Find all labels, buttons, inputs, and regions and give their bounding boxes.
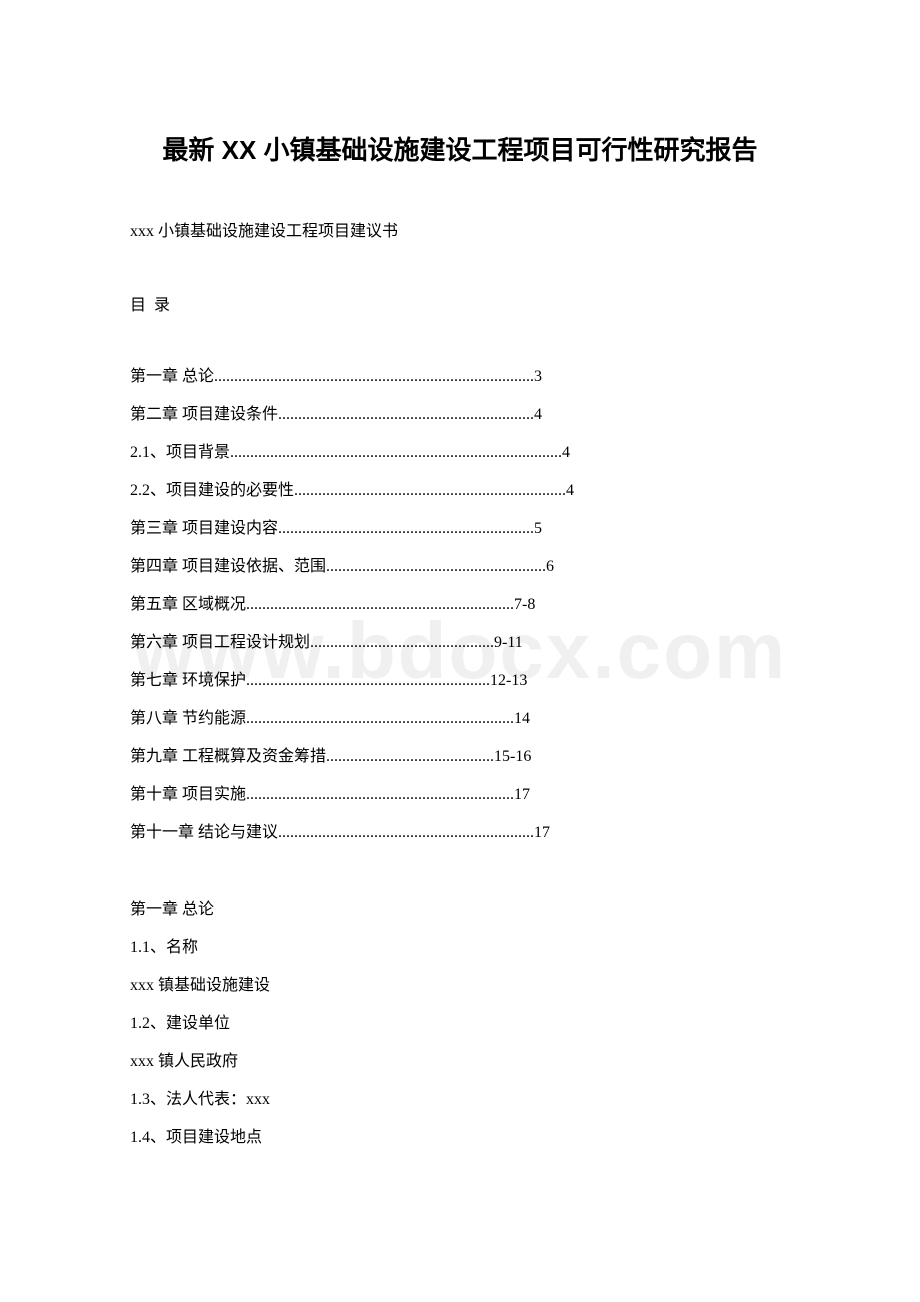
- document-content: 最新 XX 小镇基础设施建设工程项目可行性研究报告 xxx 小镇基础设施建设工程…: [130, 130, 790, 1147]
- body-text: 1.2、建设单位: [130, 1009, 790, 1033]
- body-text: 1.3、法人代表：xxx: [130, 1085, 790, 1109]
- toc-item: 第五章 区域概况................................…: [130, 593, 790, 617]
- body-text: 1.1、名称: [130, 933, 790, 957]
- toc-item: 第二章 项目建设条件..............................…: [130, 403, 790, 427]
- toc-item: 第八章 节约能源................................…: [130, 707, 790, 731]
- toc-item: 第四章 项目建设依据、范围...........................…: [130, 555, 790, 579]
- toc-list: 第一章 总论..................................…: [130, 365, 790, 845]
- toc-item: 第三章 项目建设内容..............................…: [130, 517, 790, 541]
- toc-item: 第七章 环境保护................................…: [130, 669, 790, 693]
- toc-heading: 目 录: [130, 291, 790, 315]
- body-text: 1.4、项目建设地点: [130, 1123, 790, 1147]
- document-title: 最新 XX 小镇基础设施建设工程项目可行性研究报告: [130, 130, 790, 167]
- toc-item: 2.1、项目背景................................…: [130, 441, 790, 465]
- toc-item: 第九章 工程概算及资金筹措...........................…: [130, 745, 790, 769]
- toc-item: 2.2、项目建设的必要性............................…: [130, 479, 790, 503]
- body-text: xxx 镇人民政府: [130, 1047, 790, 1071]
- toc-item: 第一章 总论..................................…: [130, 365, 790, 389]
- toc-item: 第十章 项目实施................................…: [130, 783, 790, 807]
- section-heading: 第一章 总论: [130, 895, 790, 919]
- body-text: xxx 镇基础设施建设: [130, 971, 790, 995]
- document-subtitle: xxx 小镇基础设施建设工程项目建议书: [130, 217, 790, 241]
- toc-item: 第六章 项目工程设计规划............................…: [130, 631, 790, 655]
- toc-item: 第十一章 结论与建议..............................…: [130, 821, 790, 845]
